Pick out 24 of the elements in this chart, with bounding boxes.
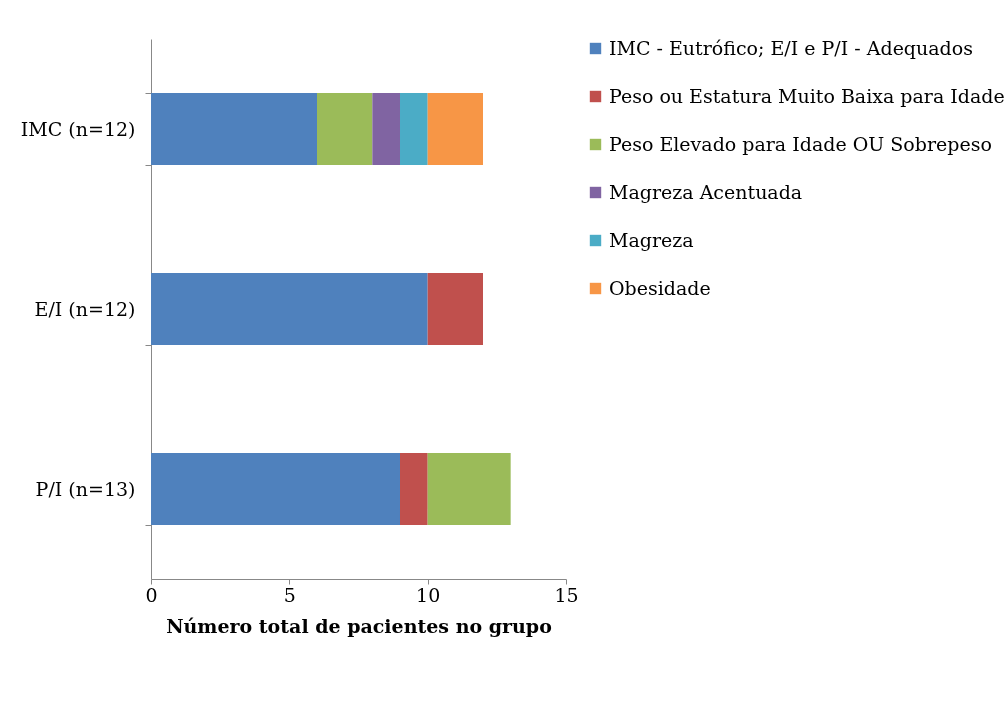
bar (151, 93, 317, 165)
x-tick-label: 0 (145, 583, 158, 606)
legend-label: Obesidade (609, 276, 711, 299)
x-tick-label: 15 (554, 583, 579, 606)
bar (151, 273, 428, 345)
legend-label: Peso Elevado para Idade OU Sobrepeso (609, 132, 992, 155)
x-tick-label: 10 (416, 583, 441, 606)
bar (317, 93, 373, 165)
bar (427, 93, 483, 165)
bar (427, 273, 483, 345)
y-tick-label: P/I (n=13) (35, 477, 136, 500)
bar (151, 453, 400, 525)
legend-label: IMC - Eutrófico; E/I e P/I - Adequados (609, 36, 973, 59)
bar (400, 453, 428, 525)
x-axis-title: Número total de pacientes no grupo (166, 614, 552, 637)
y-tick-label: IMC (n=12) (20, 117, 136, 140)
y-tick-label: E/I (n=12) (34, 297, 136, 320)
x-tick-label: 5 (283, 583, 296, 606)
legend-label: Magreza Acentuada (609, 180, 803, 203)
bar (427, 453, 511, 525)
bar (372, 93, 400, 165)
legend-label: Peso ou Estatura Muito Baixa para Idade (609, 84, 1005, 107)
legend-label: Magreza (609, 228, 694, 251)
bar (400, 93, 428, 165)
